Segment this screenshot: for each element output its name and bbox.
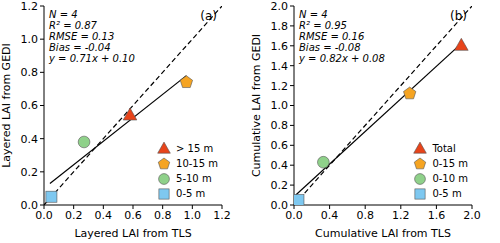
svg-text:0.6: 0.6 (21, 99, 39, 112)
svg-text:0.0: 0.0 (35, 208, 53, 222)
html-text:N = 4: N = 4 (299, 9, 328, 20)
html-text:5-10 m: 5-10 m (176, 173, 212, 184)
svg-text:0.8: 0.8 (271, 119, 289, 132)
svg-text:1.0: 1.0 (271, 99, 289, 112)
html-text:(b): (b) (450, 9, 467, 23)
svg-text:Cumulative LAI from TLS: Cumulative LAI from TLS (315, 227, 451, 240)
svg-text:0.8: 0.8 (356, 209, 374, 222)
svg-text:1.8: 1.8 (271, 20, 289, 33)
svg-text:Cumulative LAI from GEDI: Cumulative LAI from GEDI (250, 34, 263, 177)
svg-text:0.8: 0.8 (154, 209, 172, 222)
svg-text:2.0: 2.0 (271, 0, 289, 13)
html-text:R² = 0.87: R² = 0.87 (49, 20, 97, 31)
svg-text:Layered LAI from TLS: Layered LAI from TLS (74, 227, 191, 240)
svg-text:2.0: 2.0 (463, 209, 481, 222)
svg-text:1.2: 1.2 (213, 209, 231, 222)
svg-text:1.4: 1.4 (271, 60, 289, 73)
html-text:Bias = -0.04: Bias = -0.04 (49, 42, 111, 53)
svg-text:0.4: 0.4 (21, 133, 39, 146)
html-text:(a): (a) (200, 9, 217, 23)
html-text:Bias = -0.08: Bias = -0.08 (299, 42, 361, 53)
svg-text:0.2: 0.2 (271, 179, 289, 192)
svg-text:1.0: 1.0 (21, 33, 39, 46)
html-text:Total: Total (432, 143, 456, 154)
svg-text:Layered LAI from GEDI: Layered LAI from GEDI (8, 43, 13, 168)
html-text:0-15 m: 0-15 m (432, 158, 468, 169)
svg-text:0.4: 0.4 (321, 209, 339, 222)
svg-text:1.6: 1.6 (428, 209, 446, 222)
html-text:N = 4: N = 4 (49, 9, 78, 20)
svg-text:1.0: 1.0 (184, 209, 202, 222)
svg-text:0.6: 0.6 (271, 139, 289, 152)
html-text:10-15 m: 10-15 m (176, 158, 218, 169)
html-text:R² = 0.95: R² = 0.95 (299, 20, 347, 31)
svg-text:0.6: 0.6 (124, 209, 142, 222)
svg-text:0.2: 0.2 (21, 166, 39, 179)
svg-text:1.2: 1.2 (21, 0, 39, 13)
svg-text:0.4: 0.4 (271, 159, 289, 172)
html-text:RMSE = 0.16: RMSE = 0.16 (299, 31, 365, 42)
svg-text:1.2: 1.2 (271, 80, 289, 93)
html-text:RMSE = 0.13: RMSE = 0.13 (49, 31, 115, 42)
svg-text:1.2: 1.2 (392, 209, 410, 222)
html-text:y = 0.82x + 0.08: y = 0.82x + 0.08 (299, 53, 385, 64)
html-text:0-5 m: 0-5 m (432, 188, 462, 199)
svg-text:0.0: 0.0 (21, 199, 39, 212)
svg-text:0.0: 0.0 (285, 208, 303, 222)
html-text:0-5 m: 0-5 m (176, 188, 206, 199)
svg-text:0.8: 0.8 (21, 66, 39, 79)
svg-text:0.0: 0.0 (271, 199, 289, 212)
svg-text:0.4: 0.4 (95, 209, 113, 222)
html-text:y = 0.71x + 0.10: y = 0.71x + 0.10 (49, 53, 135, 64)
svg-text:1.6: 1.6 (271, 40, 289, 53)
html-text:0-10 m: 0-10 m (432, 173, 468, 184)
svg-text:0.2: 0.2 (65, 209, 83, 222)
html-text:> 15 m: > 15 m (176, 143, 214, 154)
